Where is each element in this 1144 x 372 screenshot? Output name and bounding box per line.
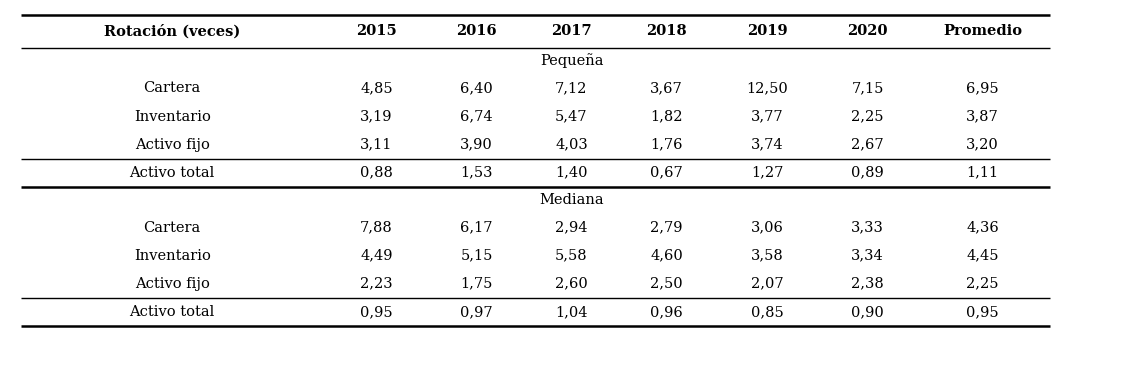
Text: 6,95: 6,95 bbox=[967, 81, 999, 96]
Text: 6,74: 6,74 bbox=[460, 109, 493, 124]
Text: 0,85: 0,85 bbox=[750, 305, 784, 319]
Text: 3,11: 3,11 bbox=[360, 138, 392, 152]
Text: 4,36: 4,36 bbox=[967, 221, 999, 235]
Text: 6,40: 6,40 bbox=[460, 81, 493, 96]
Text: 3,74: 3,74 bbox=[750, 138, 784, 152]
Text: 5,47: 5,47 bbox=[555, 109, 588, 124]
Text: 4,85: 4,85 bbox=[360, 81, 392, 96]
Text: 4,49: 4,49 bbox=[360, 248, 392, 263]
Text: 2,79: 2,79 bbox=[650, 221, 683, 235]
Text: 5,58: 5,58 bbox=[555, 248, 588, 263]
Text: Inventario: Inventario bbox=[134, 109, 210, 124]
Text: 2,67: 2,67 bbox=[851, 138, 884, 152]
Text: Cartera: Cartera bbox=[143, 221, 201, 235]
Text: 2,07: 2,07 bbox=[750, 277, 784, 291]
Text: Mediana: Mediana bbox=[540, 193, 604, 207]
Text: 1,53: 1,53 bbox=[460, 166, 493, 180]
Text: 0,95: 0,95 bbox=[360, 305, 392, 319]
Text: 2017: 2017 bbox=[551, 24, 591, 38]
Text: 0,96: 0,96 bbox=[650, 305, 683, 319]
Text: 1,04: 1,04 bbox=[555, 305, 588, 319]
Text: Inventario: Inventario bbox=[134, 248, 210, 263]
Text: 4,60: 4,60 bbox=[650, 248, 683, 263]
Text: 3,58: 3,58 bbox=[750, 248, 784, 263]
Text: Activo total: Activo total bbox=[129, 305, 215, 319]
Text: 2,50: 2,50 bbox=[650, 277, 683, 291]
Text: 2,25: 2,25 bbox=[967, 277, 999, 291]
Text: 3,06: 3,06 bbox=[750, 221, 784, 235]
Text: 2,23: 2,23 bbox=[360, 277, 392, 291]
Text: 0,89: 0,89 bbox=[851, 166, 884, 180]
Text: 2015: 2015 bbox=[356, 24, 397, 38]
Text: 4,45: 4,45 bbox=[967, 248, 999, 263]
Text: Rotación (veces): Rotación (veces) bbox=[104, 24, 240, 38]
Text: Cartera: Cartera bbox=[143, 81, 201, 96]
Text: 0,67: 0,67 bbox=[650, 166, 683, 180]
Text: Activo fijo: Activo fijo bbox=[135, 277, 209, 291]
Text: 12,50: 12,50 bbox=[746, 81, 788, 96]
Text: 2,38: 2,38 bbox=[851, 277, 884, 291]
Text: 3,77: 3,77 bbox=[750, 109, 784, 124]
Text: 7,15: 7,15 bbox=[851, 81, 884, 96]
Text: 0,88: 0,88 bbox=[360, 166, 392, 180]
Text: 7,88: 7,88 bbox=[360, 221, 392, 235]
Text: 0,90: 0,90 bbox=[851, 305, 884, 319]
Text: 1,76: 1,76 bbox=[650, 138, 683, 152]
Text: 1,40: 1,40 bbox=[555, 166, 588, 180]
Text: 3,34: 3,34 bbox=[851, 248, 884, 263]
Text: Pequeña: Pequeña bbox=[540, 54, 604, 68]
Text: 2018: 2018 bbox=[646, 24, 686, 38]
Text: 0,95: 0,95 bbox=[967, 305, 999, 319]
Text: 5,15: 5,15 bbox=[460, 248, 493, 263]
Text: 4,03: 4,03 bbox=[555, 138, 588, 152]
Text: 3,20: 3,20 bbox=[967, 138, 999, 152]
Text: 1,75: 1,75 bbox=[460, 277, 493, 291]
Text: 2,25: 2,25 bbox=[851, 109, 884, 124]
Text: 2016: 2016 bbox=[456, 24, 496, 38]
Text: 0,97: 0,97 bbox=[460, 305, 493, 319]
Text: Promedio: Promedio bbox=[943, 24, 1023, 38]
Text: 3,90: 3,90 bbox=[460, 138, 493, 152]
Text: 2020: 2020 bbox=[848, 24, 888, 38]
Text: Activo fijo: Activo fijo bbox=[135, 138, 209, 152]
Text: 2,94: 2,94 bbox=[555, 221, 588, 235]
Text: Activo total: Activo total bbox=[129, 166, 215, 180]
Text: 1,82: 1,82 bbox=[650, 109, 683, 124]
Text: 2019: 2019 bbox=[747, 24, 787, 38]
Text: 1,27: 1,27 bbox=[750, 166, 784, 180]
Text: 7,12: 7,12 bbox=[555, 81, 588, 96]
Text: 6,17: 6,17 bbox=[460, 221, 493, 235]
Text: 3,67: 3,67 bbox=[650, 81, 683, 96]
Text: 2,60: 2,60 bbox=[555, 277, 588, 291]
Text: 3,19: 3,19 bbox=[360, 109, 392, 124]
Text: 3,33: 3,33 bbox=[851, 221, 884, 235]
Text: 1,11: 1,11 bbox=[967, 166, 999, 180]
Text: 3,87: 3,87 bbox=[967, 109, 999, 124]
